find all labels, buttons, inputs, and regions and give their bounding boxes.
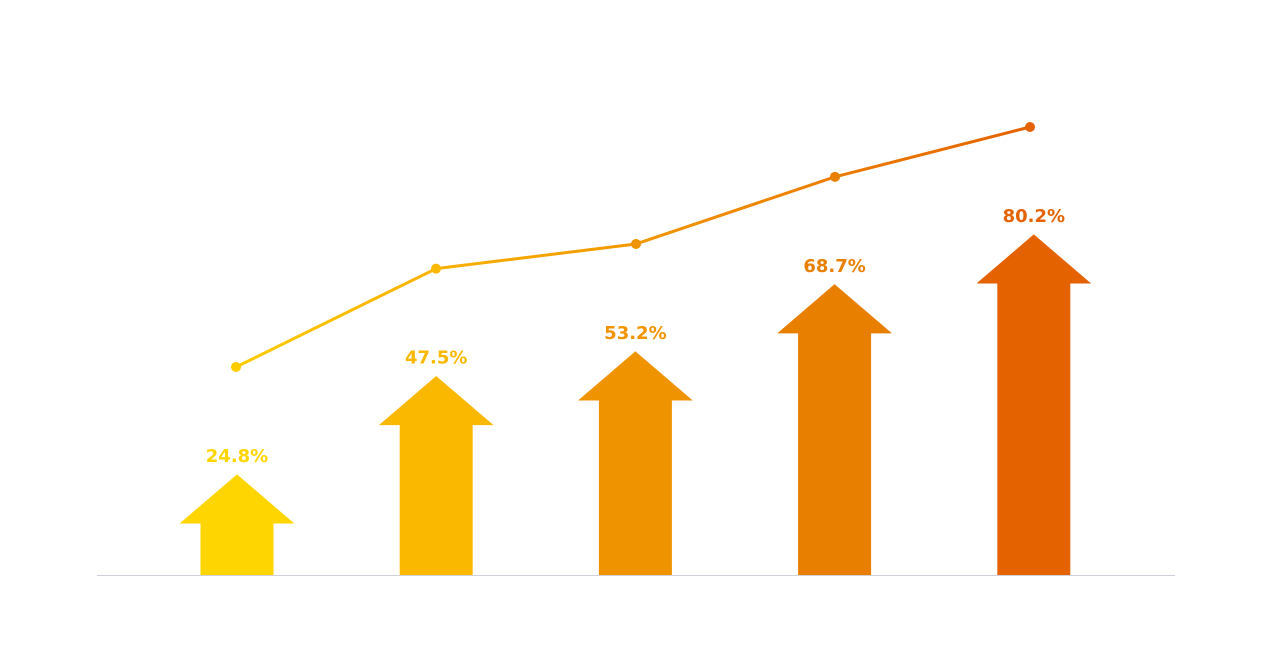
value-label-3: 53.2% — [604, 323, 666, 344]
arrow-bar-1 — [179, 474, 295, 576]
value-label-1: 24.8% — [206, 446, 268, 467]
trend-point-4 — [830, 171, 840, 182]
trend-point-5 — [1025, 122, 1035, 132]
arrow-bar-2 — [378, 376, 494, 576]
value-label-5: 80.2% — [1003, 206, 1065, 227]
value-labels-layer: 24.8% 47.5% 53.2% 68.7% 80.2% — [206, 206, 1065, 467]
trend-line-layer — [231, 122, 1035, 372]
arrow-bar-5 — [976, 234, 1092, 576]
arrows-layer — [179, 234, 1092, 576]
value-label-4: 68.7% — [803, 256, 865, 277]
trend-point-1 — [231, 362, 241, 372]
trend-point-2 — [431, 263, 441, 274]
value-label-2: 47.5% — [405, 348, 467, 369]
trend-point-3 — [631, 238, 641, 249]
arrow-bar-4 — [777, 284, 892, 576]
arrow-bar-3 — [578, 351, 693, 576]
